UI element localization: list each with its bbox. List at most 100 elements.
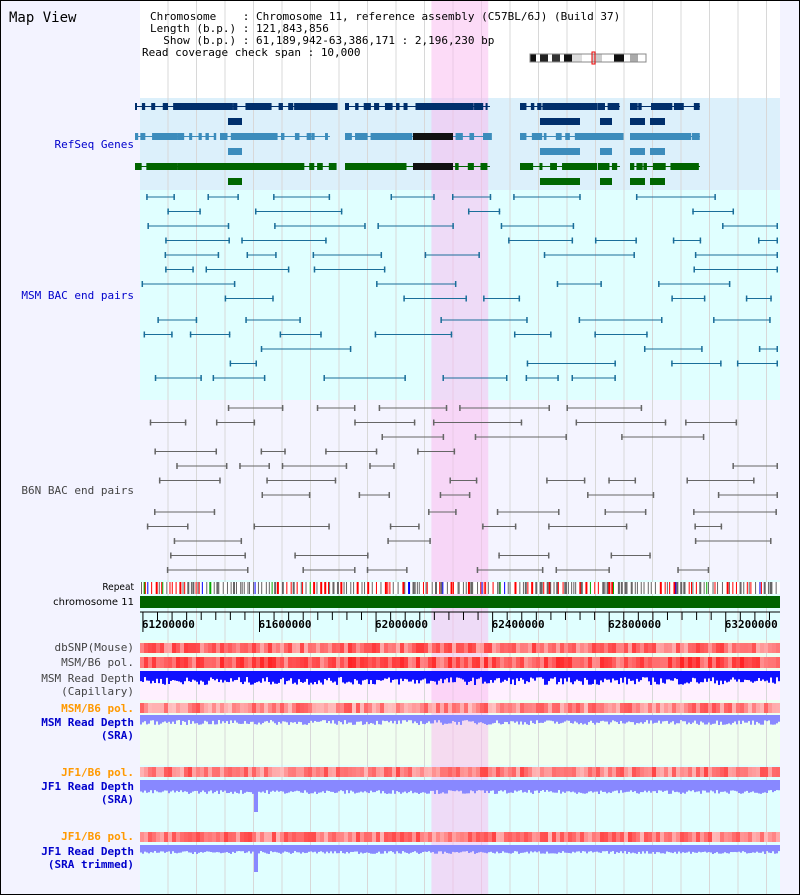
msm-depth-sra-bar bbox=[682, 715, 684, 722]
jf1-depth-trim-bar bbox=[202, 845, 204, 853]
jf1-depth-trim-bar bbox=[238, 845, 240, 852]
msm-depth-sra-bar bbox=[316, 715, 318, 722]
dbsnp-heat-cell bbox=[504, 643, 508, 653]
msm-depth-cap-bar bbox=[660, 671, 662, 679]
jf1-depth-trim-bar bbox=[770, 845, 772, 854]
msm-pol-sra-heat-cell bbox=[344, 703, 348, 713]
jf1-depth-bar bbox=[216, 780, 218, 791]
repeat-element bbox=[767, 582, 769, 594]
msm-depth-sra-bar bbox=[448, 715, 450, 724]
msm-depth-cap-bar bbox=[688, 671, 690, 684]
b6n-bac-pair-end bbox=[496, 509, 499, 515]
msm-depth-sra-bar bbox=[428, 715, 430, 722]
jf1-depth-bar bbox=[266, 780, 268, 791]
jf1-pol-2-heat-cell bbox=[616, 832, 620, 842]
msm-depth-sra-bar bbox=[672, 715, 674, 722]
exon bbox=[220, 163, 228, 170]
b6n-bac-pair-end bbox=[294, 552, 296, 559]
msm-depth-cap-bar bbox=[564, 671, 566, 679]
jf1-pol-heat-cell bbox=[652, 767, 656, 777]
msm-pol-sra-heat-cell bbox=[144, 703, 148, 713]
msm-depth-sra-bar bbox=[558, 715, 560, 724]
jf1-depth-bar bbox=[170, 780, 172, 792]
jf1-pol-heat-cell bbox=[388, 767, 392, 777]
exon bbox=[349, 163, 357, 170]
msm-depth-cap-bar bbox=[682, 671, 684, 685]
jf1-depth-bar bbox=[640, 780, 642, 793]
jf1-depth-trim-bar bbox=[298, 845, 300, 853]
exon bbox=[638, 103, 642, 110]
msm-pol-heat-cell bbox=[296, 657, 300, 668]
jf1-depth-trim-bar bbox=[326, 845, 328, 852]
msm-depth-cap-bar bbox=[284, 671, 286, 685]
msm-depth-cap-bar bbox=[296, 671, 298, 685]
repeat-element bbox=[499, 582, 501, 594]
jf1-depth-bar bbox=[778, 780, 780, 791]
repeat-element bbox=[608, 582, 611, 594]
msm-bac-pair-end bbox=[205, 266, 208, 273]
jf1-depth-trim-bar bbox=[600, 845, 602, 853]
msm-depth-cap-bar bbox=[494, 671, 496, 681]
msm-depth-cap-bar bbox=[376, 671, 378, 680]
jf1-depth-trim-bar bbox=[390, 845, 392, 852]
msm-pol-sra-heat-cell bbox=[512, 703, 516, 713]
jf1-pol-heat-cell bbox=[232, 767, 236, 777]
msm-depth-sra-bar bbox=[580, 715, 582, 723]
jf1-depth-trim-bar bbox=[350, 845, 352, 852]
exon bbox=[483, 133, 491, 140]
jf1-depth-trim-bar bbox=[614, 845, 616, 854]
dbsnp-heat-cell bbox=[476, 643, 480, 653]
repeat-element bbox=[755, 582, 757, 594]
msm-pol-sra-heat-cell bbox=[288, 703, 292, 713]
dbsnp-heat-cell bbox=[680, 643, 684, 653]
msm-pol-heat-cell bbox=[244, 657, 248, 668]
msm-depth-cap-bar bbox=[642, 671, 644, 678]
jf1-pol-heat-cell bbox=[512, 767, 516, 777]
b6n-bac-pair-end bbox=[442, 434, 445, 440]
jf1-pol-heat-cell bbox=[448, 767, 452, 777]
msm-pol-heat-cell bbox=[636, 657, 640, 668]
msm-depth-sra-bar bbox=[264, 715, 266, 722]
msm-pol-heat-cell bbox=[704, 657, 708, 668]
track-label-refseq[interactable]: RefSeq Genes bbox=[54, 138, 134, 151]
jf1-pol-2-heat-cell bbox=[444, 832, 448, 842]
msm-depth-sra-bar bbox=[312, 715, 314, 723]
jf1-depth-bar bbox=[654, 780, 656, 792]
msm-depth-sra-bar bbox=[370, 715, 372, 723]
dbsnp-heat-cell bbox=[776, 643, 780, 653]
msm-depth-sra-bar bbox=[158, 715, 160, 725]
msm-bac-pair-end bbox=[732, 208, 735, 215]
msm-bac-pair-end bbox=[165, 266, 167, 273]
jf1-depth-trim-bar bbox=[728, 845, 730, 854]
dbsnp-heat-cell bbox=[360, 643, 364, 653]
msm-bac-pair-end bbox=[212, 375, 215, 381]
jf1-depth-bar bbox=[376, 780, 378, 791]
msm-pol-sra-heat-cell bbox=[408, 703, 412, 713]
jf1-pol-2-heat-cell bbox=[256, 832, 260, 842]
track-label-b6n-bac[interactable]: B6N BAC end pairs bbox=[21, 484, 134, 497]
msm-bac-pair-end bbox=[505, 375, 508, 381]
dbsnp-heat-cell bbox=[440, 643, 444, 653]
repeat-element bbox=[604, 582, 606, 594]
msm-depth-cap-bar bbox=[384, 671, 386, 679]
dbsnp-heat-cell bbox=[744, 643, 748, 653]
repeat-element bbox=[143, 582, 146, 594]
msm-pol-sra-heat-cell bbox=[384, 703, 388, 713]
dbsnp-heat-cell bbox=[728, 643, 732, 653]
msm-depth-sra-bar bbox=[240, 715, 242, 724]
jf1-depth-bar bbox=[686, 780, 688, 792]
msm-depth-sra-bar bbox=[698, 715, 700, 725]
track-label-msm-bac[interactable]: MSM BAC end pairs bbox=[21, 289, 134, 302]
msm-pol-sra-heat-cell bbox=[264, 703, 268, 713]
msm-bac-pair-end bbox=[404, 375, 406, 381]
exon bbox=[242, 163, 251, 170]
repeat-element bbox=[522, 582, 524, 594]
jf1-pol-2-heat-cell bbox=[152, 832, 156, 842]
dbsnp-heat-cell bbox=[644, 643, 648, 653]
jf1-depth-trim-bar bbox=[534, 845, 536, 852]
jf1-depth-trim-bar bbox=[748, 845, 750, 854]
msm-depth-sra-bar bbox=[758, 715, 760, 724]
msm-depth-sra-bar bbox=[314, 715, 316, 721]
b6n-bac-pair-end bbox=[610, 552, 613, 559]
